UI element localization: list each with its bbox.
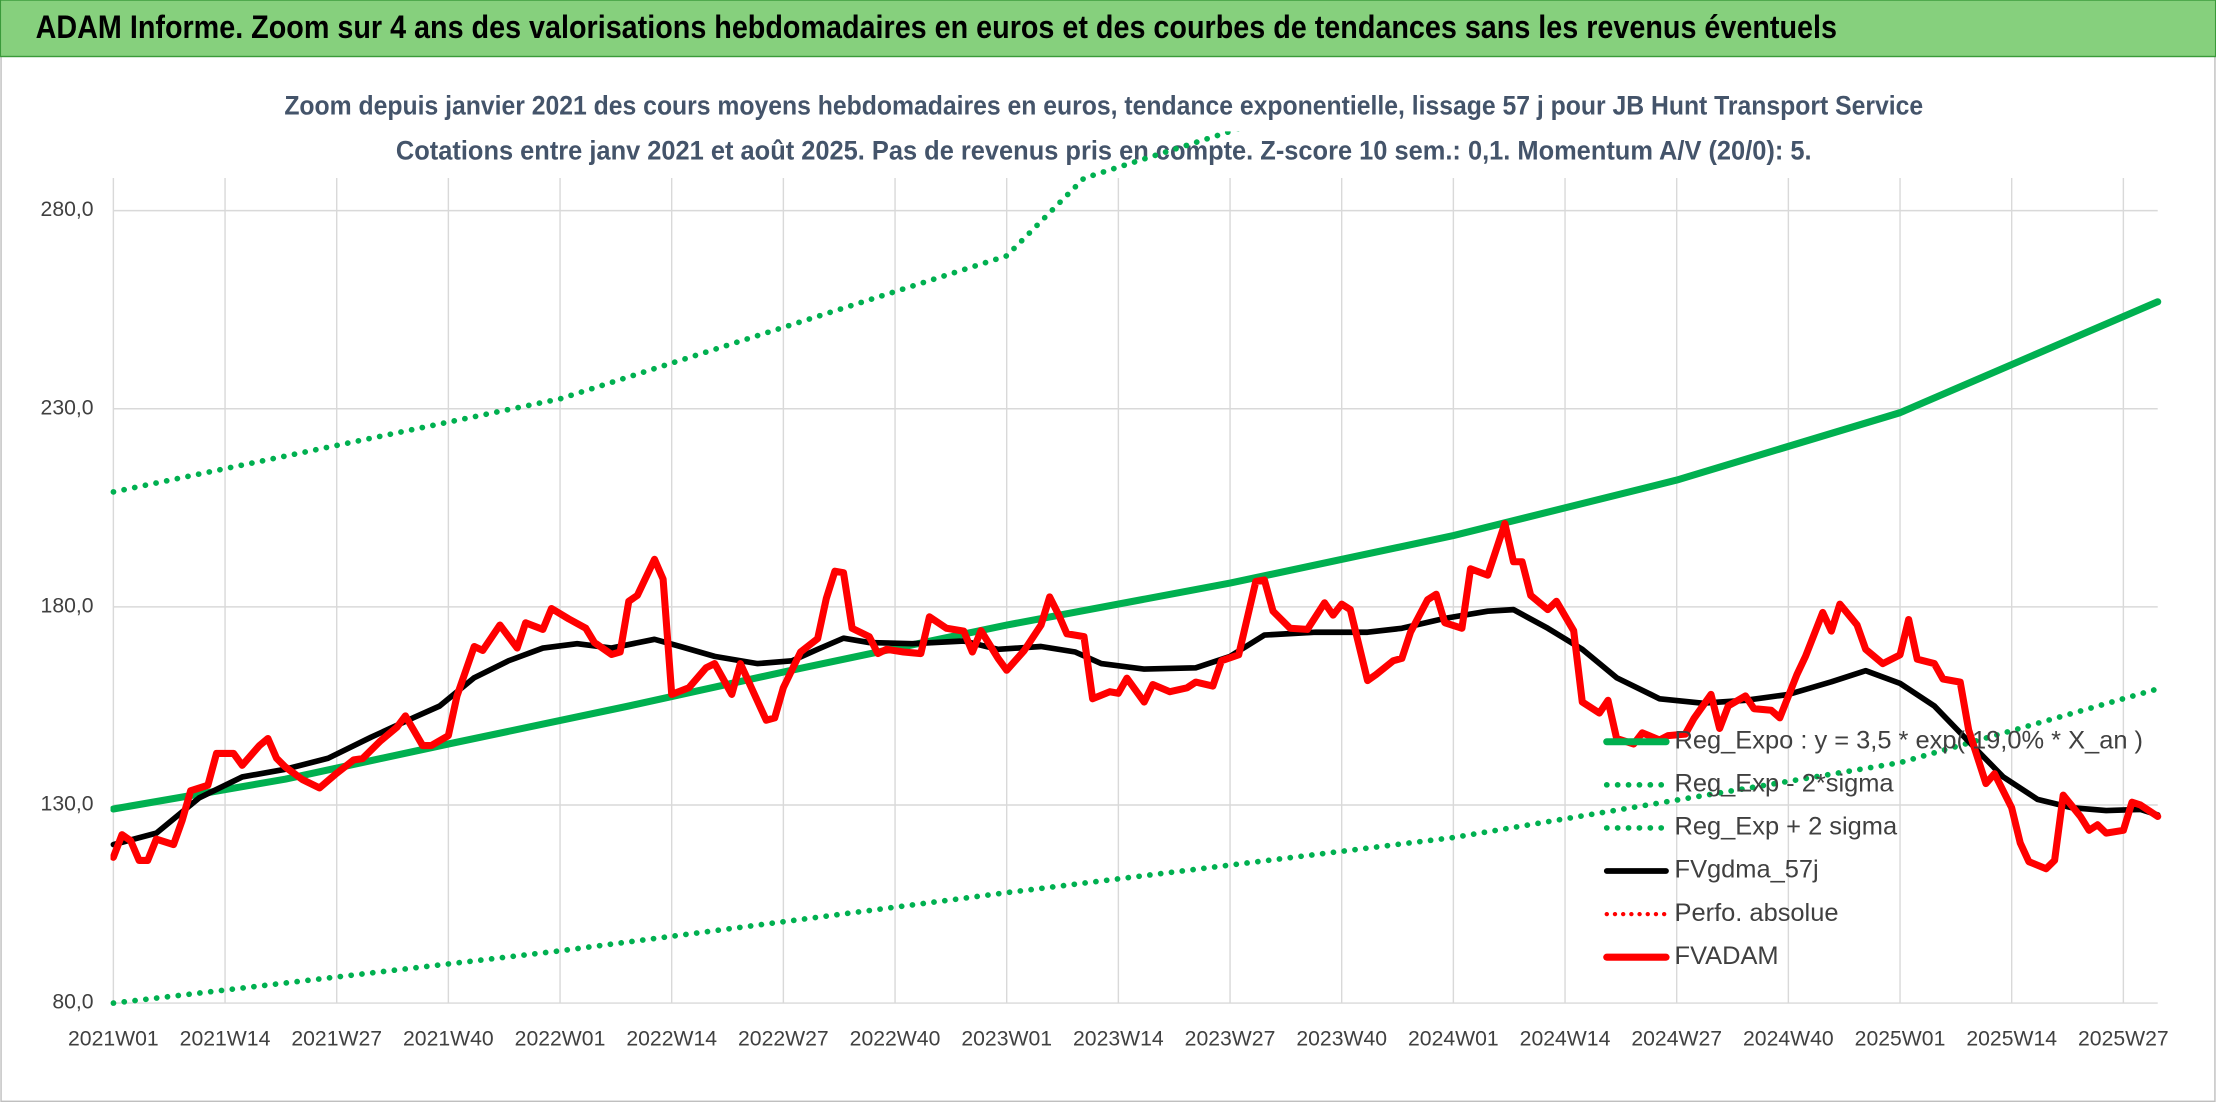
x-tick-label: 2024W27 [1631, 1027, 1722, 1050]
x-tick-label: 2024W01 [1408, 1027, 1499, 1050]
series-line [110, 686, 2161, 1006]
legend-label: FVgdma_57j [1675, 856, 1819, 884]
chart-title: Zoom depuis janvier 2021 des cours moyen… [284, 90, 1923, 120]
series-line [110, 606, 2161, 848]
legend-label: Reg_Exp - 2*sigma [1675, 770, 1895, 798]
series-line [110, 131, 1240, 495]
x-tick-label: 2021W40 [403, 1027, 494, 1050]
y-tick-label: 230,0 [41, 396, 94, 419]
banner-title: ADAM Informe. Zoom sur 4 ans des valoris… [36, 9, 1837, 45]
x-tick-label: 2022W27 [738, 1027, 829, 1050]
x-tick-label: 2024W14 [1520, 1027, 1611, 1050]
x-tick-label: 2021W01 [68, 1027, 159, 1050]
x-tick-label: 2025W27 [2078, 1027, 2169, 1050]
x-tick-label: 2022W40 [850, 1027, 941, 1050]
series-line [110, 520, 2162, 873]
legend-label: Reg_Expo : y = 3,5 * exp( 19,0% * X_an ) [1675, 726, 2143, 754]
chart-subtitle: Cotations entre janv 2021 et août 2025. … [396, 136, 1812, 166]
x-tick-label: 2022W01 [515, 1027, 606, 1050]
x-tick-label: 2023W40 [1296, 1027, 1387, 1050]
x-tick-label: 2023W14 [1073, 1027, 1164, 1050]
x-tick-label: 2023W01 [961, 1027, 1052, 1050]
legend-label: Reg_Exp + 2 sigma [1675, 813, 1898, 841]
y-tick-label: 80,0 [52, 991, 93, 1014]
x-tick-label: 2022W14 [626, 1027, 717, 1050]
legend-label: Perfo. absolue [1675, 899, 1839, 927]
y-tick-label: 180,0 [41, 594, 94, 617]
x-tick-label: 2024W40 [1743, 1027, 1834, 1050]
x-tick-label: 2025W14 [1966, 1027, 2057, 1050]
plot-area [110, 131, 2162, 1006]
banner [0, 0, 2216, 58]
x-tick-label: 2021W27 [291, 1027, 382, 1050]
x-tick-label: 2023W27 [1185, 1027, 1276, 1050]
y-tick-label: 280,0 [41, 198, 94, 221]
x-tick-label: 2025W01 [1855, 1027, 1946, 1050]
y-tick-label: 130,0 [41, 793, 94, 816]
x-tick-label: 2021W14 [180, 1027, 271, 1050]
legend-label: FVADAM [1675, 942, 1779, 970]
series-line [110, 298, 2162, 813]
